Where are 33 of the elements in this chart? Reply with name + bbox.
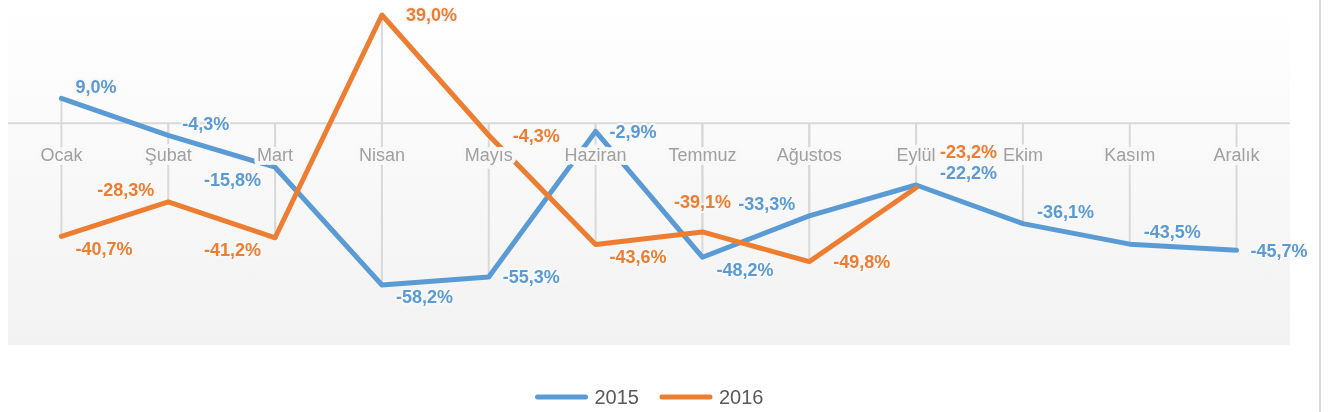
x-tick-label: Temmuz — [668, 145, 737, 166]
data-label: -28,3% — [97, 180, 155, 201]
data-label: -58,2% — [395, 287, 453, 308]
x-tick-label: Şubat — [144, 145, 192, 166]
data-label: -23,2% — [940, 142, 998, 163]
data-label: 9,0% — [75, 76, 117, 97]
data-label: -55,3% — [502, 267, 560, 288]
data-label: -33,3% — [738, 194, 796, 215]
x-tick-label: Nisan — [358, 145, 405, 166]
data-label: -45,7% — [1250, 240, 1308, 261]
x-tick-label: Ekim — [1002, 145, 1043, 166]
legend-label: 2015 — [594, 386, 640, 408]
data-label: -41,2% — [204, 240, 262, 261]
data-label: -39,1% — [673, 192, 731, 213]
data-label: -22,2% — [940, 163, 998, 184]
data-label: -4,3% — [512, 125, 560, 146]
data-label: -48,2% — [716, 259, 774, 280]
x-tick-label: Aralık — [1213, 145, 1261, 166]
data-label: -2,9% — [609, 121, 657, 142]
data-label: -43,5% — [1143, 222, 1201, 243]
x-tick-label: Ağustos — [776, 145, 842, 166]
x-tick-label: Eylül — [896, 145, 936, 166]
data-label: -36,1% — [1036, 201, 1094, 222]
data-label: -49,8% — [833, 251, 891, 272]
data-label: -4,3% — [182, 113, 230, 134]
data-label: 39,0% — [405, 5, 457, 26]
x-tick-label: Mart — [257, 145, 294, 166]
x-tick-label: Ocak — [40, 145, 84, 166]
data-label: -15,8% — [204, 169, 262, 190]
x-tick-label: Kasım — [1104, 145, 1156, 166]
legend-label: 2016 — [719, 386, 764, 408]
data-label: -43,6% — [609, 246, 667, 267]
data-label: -40,7% — [75, 238, 133, 259]
